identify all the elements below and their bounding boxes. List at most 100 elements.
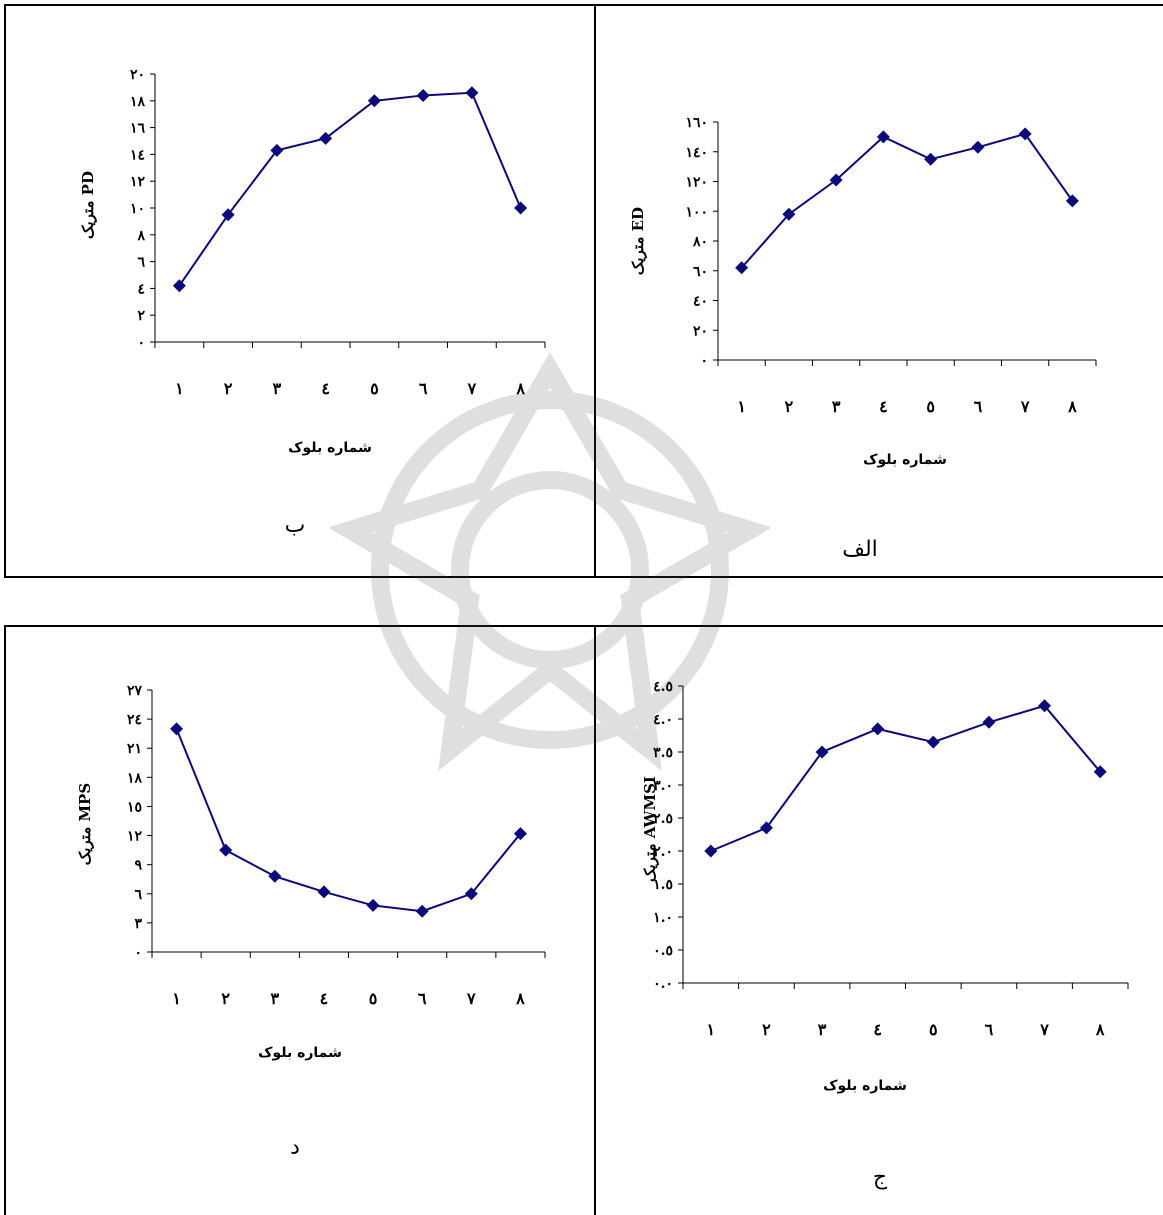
ed-y-tick-label: ١٤٠ bbox=[685, 145, 708, 161]
mps-y-tick-label: ٢٤ bbox=[127, 712, 142, 728]
pd-y-tick-label: ٦ bbox=[137, 255, 145, 271]
mps-y-tick-label: ١٥ bbox=[127, 799, 142, 815]
awmsi-x-axis-label: شماره بلوک bbox=[823, 1078, 907, 1094]
pd-x-tick-label: ٧ bbox=[467, 379, 477, 398]
pd-panel-label: ب bbox=[284, 513, 306, 538]
pd-data-point bbox=[270, 143, 284, 157]
awmsi-x-tick-label: ٤ bbox=[873, 1020, 882, 1039]
awmsi-data-point bbox=[926, 735, 940, 749]
pd-y-tick-label: ١٤ bbox=[130, 147, 145, 163]
pd-x-tick-label: ٦ bbox=[419, 379, 428, 398]
ed-data-point bbox=[1018, 127, 1032, 141]
ed-x-axis-label: شماره بلوک bbox=[863, 452, 947, 468]
mps-y-tick-label: ٠ bbox=[134, 945, 142, 961]
mps-y-tick-label: ٩ bbox=[134, 858, 142, 874]
mps-y-tick-label: ٣ bbox=[134, 916, 142, 932]
ed-data-point bbox=[1065, 194, 1079, 208]
pd-y-tick-label: ١٠ bbox=[130, 201, 145, 217]
mps-data-point bbox=[464, 887, 478, 901]
mps-y-tick-label: ١٨ bbox=[127, 770, 143, 786]
pd-x-tick-label: ٣ bbox=[273, 379, 282, 398]
ed-data-point bbox=[971, 140, 985, 154]
awmsi-y-axis-label: متریک AWMSI bbox=[641, 776, 659, 882]
pd-x-tick-label: ٨ bbox=[515, 379, 525, 398]
pd-y-tick-label: ٢٠ bbox=[130, 67, 145, 83]
mps-x-tick-label: ٥ bbox=[369, 989, 378, 1008]
pd-series-line bbox=[178, 91, 522, 287]
mps-data-point bbox=[513, 827, 527, 841]
pd-y-tick-label: ١٢ bbox=[130, 174, 146, 190]
pd-y-tick-label: ١٦ bbox=[130, 121, 146, 137]
awmsi-data-point bbox=[871, 722, 885, 736]
ed-y-tick-label: ١٢٠ bbox=[685, 175, 708, 191]
ed-data-point bbox=[876, 130, 890, 144]
awmsi-y-tick-label: ١.٥ bbox=[653, 877, 673, 893]
pd-x-tick-label: ٢ bbox=[224, 379, 233, 398]
ed-x-tick-label: ٨ bbox=[1067, 397, 1077, 416]
ed-y-tick-label: ٨٠ bbox=[692, 234, 708, 250]
pd-data-point bbox=[172, 279, 186, 293]
ed-data-point bbox=[782, 207, 796, 221]
ed-y-tick-label: ١٠٠ bbox=[685, 204, 708, 220]
awmsi-panel-label: ج bbox=[872, 1165, 888, 1190]
pd-data-point bbox=[367, 94, 381, 108]
mps-y-tick-label: ١٢ bbox=[127, 829, 143, 845]
awmsi-data-point bbox=[1093, 765, 1107, 779]
pd-data-point bbox=[319, 131, 333, 145]
bottom-panels-frame bbox=[4, 625, 1163, 1215]
awmsi-y-tick-label: ٣.٠ bbox=[653, 778, 673, 794]
ed-data-point bbox=[924, 152, 938, 166]
awmsi-y-tick-label: ٤.٠ bbox=[653, 712, 673, 728]
awmsi-data-point bbox=[815, 745, 829, 759]
ed-y-tick-label: ١٦٠ bbox=[685, 115, 708, 131]
mps-data-point bbox=[415, 904, 429, 918]
bottom-divider bbox=[594, 625, 596, 1215]
pd-data-point bbox=[416, 88, 430, 102]
awmsi-data-point bbox=[1038, 699, 1052, 713]
ed-x-tick-label: ٤ bbox=[879, 397, 888, 416]
ed-x-tick-label: ٥ bbox=[926, 397, 935, 416]
awmsi-x-tick-label: ٣ bbox=[818, 1020, 827, 1039]
ed-x-tick-label: ٣ bbox=[832, 397, 841, 416]
pd-data-point bbox=[514, 201, 528, 215]
pd-y-tick-label: ٤ bbox=[137, 281, 145, 297]
pd-data-point bbox=[221, 208, 235, 222]
ed-series-line bbox=[740, 132, 1074, 269]
pd-x-tick-label: ١ bbox=[175, 379, 184, 398]
ed-y-tick-label: ٢٠ bbox=[693, 323, 708, 339]
mps-data-point bbox=[170, 722, 184, 736]
mps-x-tick-label: ٤ bbox=[320, 989, 329, 1008]
awmsi-y-tick-label: ٣.٥ bbox=[653, 745, 673, 761]
mps-x-tick-label: ٣ bbox=[271, 989, 280, 1008]
awmsi-series-line bbox=[710, 704, 1101, 852]
ed-panel-label: الف bbox=[842, 537, 878, 562]
ed-x-tick-label: ٦ bbox=[974, 397, 983, 416]
awmsi-x-tick-label: ٢ bbox=[762, 1020, 771, 1039]
mps-x-axis-label: شماره بلوک bbox=[258, 1045, 342, 1061]
mps-y-tick-label: ٢٧ bbox=[127, 683, 143, 699]
ed-data-point bbox=[735, 261, 749, 275]
top-panels-frame bbox=[4, 4, 1163, 578]
mps-series-line bbox=[175, 728, 522, 913]
pd-y-tick-label: ٠ bbox=[137, 335, 145, 351]
awmsi-y-tick-label: ٤.٥ bbox=[653, 679, 673, 695]
awmsi-x-tick-label: ٧ bbox=[1039, 1020, 1049, 1039]
mps-y-tick-label: ٦ bbox=[134, 887, 142, 903]
awmsi-data-point bbox=[982, 715, 996, 729]
pd-y-tick-label: ٢ bbox=[137, 308, 145, 324]
ed-y-tick-label: ٤٠ bbox=[693, 294, 708, 310]
ed-x-tick-label: ١ bbox=[737, 397, 746, 416]
top-divider bbox=[594, 4, 596, 578]
mps-panel-label: د bbox=[290, 1135, 300, 1160]
awmsi-x-tick-label: ٨ bbox=[1095, 1020, 1105, 1039]
pd-x-tick-label: ٤ bbox=[321, 379, 330, 398]
awmsi-y-tick-label: ١.٠ bbox=[653, 910, 673, 926]
ed-y-tick-label: ٦٠ bbox=[693, 264, 708, 280]
awmsi-x-tick-label: ٦ bbox=[985, 1020, 994, 1039]
awmsi-data-point bbox=[704, 844, 718, 858]
mps-x-tick-label: ١ bbox=[172, 989, 181, 1008]
